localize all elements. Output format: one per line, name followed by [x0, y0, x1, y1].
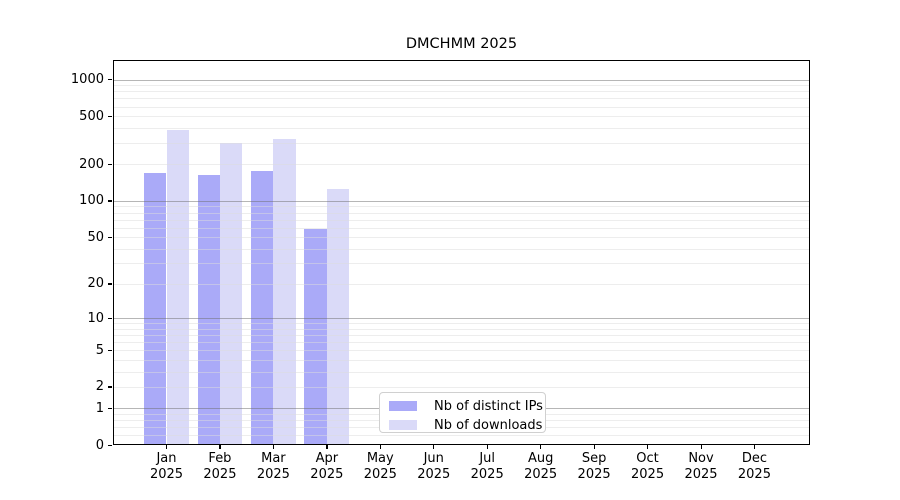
x-tick-mark: [486, 445, 488, 449]
y-tick-mark: [108, 236, 112, 238]
y-tick-label: 100: [79, 193, 104, 209]
gridline-minor: [114, 328, 809, 330]
x-tick-label: Nov 2025: [684, 451, 718, 482]
bar-downloads: [219, 143, 243, 444]
gridline-minor: [114, 98, 809, 100]
gridline-minor: [114, 164, 809, 166]
bar-distinct-ips: [144, 173, 167, 444]
gridline-minor: [114, 386, 809, 388]
gridline-minor: [114, 335, 809, 336]
gridline-minor: [114, 212, 809, 214]
y-tick-mark: [108, 317, 112, 319]
y-tick-label: 20: [87, 276, 104, 292]
x-tick-mark: [753, 445, 756, 449]
gridline-minor: [114, 283, 809, 285]
x-tick-mark: [593, 445, 595, 449]
y-tick-mark: [108, 163, 112, 166]
gridline-minor: [114, 106, 809, 108]
gridline-minor: [114, 435, 809, 437]
bar-downloads: [273, 138, 296, 444]
x-tick-mark: [700, 445, 702, 449]
gridline-minor: [114, 116, 809, 118]
gridline-minor: [114, 371, 809, 373]
x-tick-label: Jul 2025: [470, 451, 504, 482]
x-tick-mark: [540, 445, 542, 449]
y-tick-mark: [108, 407, 112, 410]
gridline-minor: [114, 85, 809, 87]
y-tick-label: 10: [87, 310, 104, 326]
y-tick-mark: [108, 386, 112, 388]
y-tick-label: 0: [95, 437, 104, 453]
x-tick-mark: [272, 445, 275, 449]
bar-distinct-ips: [251, 170, 274, 444]
gridline-minor: [114, 143, 809, 145]
y-tick-mark: [108, 200, 112, 202]
gridline-minor: [114, 263, 809, 265]
x-tick-mark: [647, 445, 649, 449]
x-tick-label: Jun 2025: [417, 451, 451, 482]
gridline-minor: [114, 237, 809, 239]
gridline-minor: [114, 342, 809, 344]
x-tick-mark: [433, 445, 435, 449]
gridline-major: [114, 200, 809, 202]
gridline-minor: [114, 227, 809, 229]
x-tick-mark: [379, 445, 381, 449]
y-tick-mark: [108, 444, 112, 446]
x-tick-label: Oct 2025: [631, 451, 665, 482]
x-tick-label: Mar 2025: [256, 451, 290, 482]
x-tick-label: Feb 2025: [203, 451, 237, 482]
y-tick-label: 50: [87, 229, 104, 245]
y-tick-mark: [108, 79, 112, 81]
gridline-minor: [114, 359, 809, 361]
gridline-minor: [114, 350, 809, 352]
y-tick-label: 500: [79, 108, 104, 124]
y-tick-label: 2: [95, 379, 104, 395]
y-tick-mark: [108, 115, 112, 117]
gridline-minor: [114, 91, 809, 93]
y-tick-label: 1: [95, 400, 104, 416]
legend-swatch-downloads: [389, 420, 417, 430]
x-tick-mark: [326, 445, 328, 449]
bar-downloads: [326, 189, 350, 444]
gridline-minor: [114, 248, 809, 250]
legend-item-downloads: Nb of downloads: [389, 417, 545, 433]
gridline-major: [114, 318, 809, 320]
x-tick-label: Aug 2025: [524, 451, 558, 482]
bar-distinct-ips: [304, 229, 327, 444]
y-tick-label: 1000: [70, 72, 104, 88]
gridline-minor: [114, 219, 809, 221]
gridline-minor: [114, 206, 809, 208]
x-tick-label: Apr 2025: [310, 451, 344, 482]
legend-swatch-distinct-ips: [389, 401, 417, 411]
y-tick-label: 5: [95, 342, 104, 358]
y-tick-mark: [108, 349, 112, 351]
bar-downloads: [166, 129, 189, 444]
y-tick-label: 200: [79, 156, 104, 172]
x-tick-label: Sep 2025: [577, 451, 611, 482]
gridline-minor: [114, 127, 809, 129]
x-tick-label: Dec 2025: [737, 451, 771, 482]
x-tick-mark: [219, 445, 221, 449]
legend: Nb of distinct IPs Nb of downloads: [379, 392, 546, 433]
plot-area: [113, 60, 810, 445]
gridline-major: [114, 79, 809, 81]
x-tick-mark: [166, 445, 168, 449]
gridline-minor: [114, 323, 809, 325]
legend-label-distinct-ips: Nb of distinct IPs: [434, 398, 543, 414]
bar-distinct-ips: [197, 174, 220, 444]
chart-title: DMCHMM 2025: [405, 36, 518, 52]
x-tick-label: Jan 2025: [149, 451, 184, 482]
x-tick-label: May 2025: [363, 451, 397, 482]
legend-item-distinct-ips: Nb of distinct IPs: [389, 398, 545, 414]
y-tick-mark: [108, 283, 112, 285]
legend-label-downloads: Nb of downloads: [434, 417, 543, 433]
